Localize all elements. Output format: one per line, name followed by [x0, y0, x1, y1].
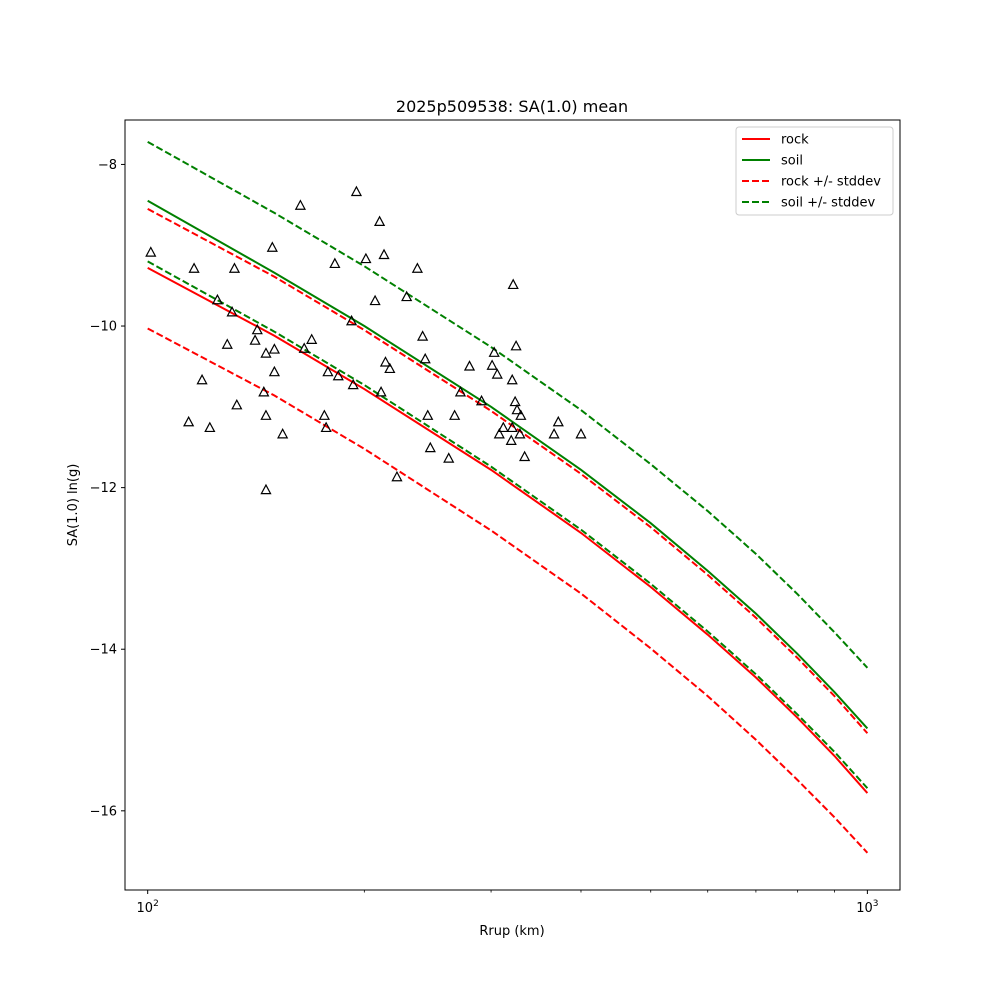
observation-point — [260, 347, 272, 358]
observation-point — [211, 293, 224, 305]
observation-point — [463, 360, 476, 371]
legend-label-soil-stddev: soil +/- stddev — [781, 196, 876, 211]
observation-point — [391, 470, 403, 482]
x-axis: 102 103 — [137, 890, 879, 916]
legend-box — [735, 126, 894, 216]
series-line-rock-stddev-2 — [147, 207, 869, 734]
observation-point — [251, 323, 263, 335]
observation-point — [260, 483, 272, 495]
observation-point — [369, 294, 381, 306]
observation-point — [277, 428, 289, 439]
series-line-soil-stddev-4 — [147, 140, 869, 669]
observation-point — [347, 378, 359, 390]
observation-point — [491, 368, 503, 379]
observation-point — [378, 248, 390, 260]
y-axis-label: SA(1.0) ln(g) — [66, 464, 81, 547]
legend-label-rock: rock — [781, 133, 809, 148]
series-line-rock-stddev-3 — [147, 327, 869, 854]
observation-point — [231, 398, 243, 410]
x-axis-label: Rrup (km) — [479, 924, 544, 939]
observation-point — [514, 428, 526, 439]
observation-layer — [145, 185, 587, 495]
observation-point — [493, 428, 505, 439]
y-tick-label: −10 — [90, 320, 117, 335]
observation-point — [511, 403, 523, 415]
series-line-soil-stddev-5 — [147, 260, 869, 789]
observation-point — [294, 199, 306, 210]
y-tick-label: −12 — [90, 481, 117, 496]
y-tick-label: −8 — [98, 158, 117, 173]
observation-point — [506, 421, 518, 433]
observation-point — [345, 314, 358, 326]
observation-point — [322, 365, 334, 377]
observation-point — [196, 373, 208, 385]
observation-point — [298, 342, 310, 353]
y-axis: −8 −10 −12 −14 −16 — [90, 158, 125, 819]
observation-point — [188, 262, 200, 273]
observation-point — [204, 421, 216, 433]
observation-point — [260, 409, 272, 420]
observation-point — [228, 262, 241, 273]
observation-point — [266, 241, 278, 252]
observation-point — [575, 428, 587, 439]
observation-point — [350, 185, 363, 197]
observation-point — [320, 421, 332, 433]
observation-point — [221, 338, 233, 349]
series-line-rock-0 — [147, 266, 869, 794]
observation-point — [268, 343, 281, 354]
legend-label-rock-stddev: rock +/- stddev — [781, 175, 881, 190]
x-tick-label: 102 — [137, 899, 159, 916]
observation-point — [268, 365, 281, 377]
y-tick-label: −16 — [90, 804, 117, 819]
observation-point — [507, 278, 519, 290]
observation-point — [488, 346, 500, 357]
observation-point — [419, 352, 431, 364]
observation-point — [258, 386, 270, 397]
observation-point — [375, 386, 387, 397]
observation-point — [145, 246, 157, 257]
observation-point — [249, 334, 261, 345]
series-layer — [147, 140, 869, 854]
observation-point — [519, 450, 531, 462]
observation-point — [183, 415, 195, 427]
observation-point — [360, 252, 372, 264]
observation-point — [505, 434, 517, 445]
observation-point — [506, 373, 518, 385]
observation-point — [422, 409, 434, 420]
plot-frame — [124, 119, 901, 891]
observation-point — [417, 330, 429, 341]
observation-point — [475, 394, 488, 406]
observation-point — [548, 428, 560, 439]
observation-point — [384, 362, 396, 374]
observation-point — [486, 359, 498, 370]
legend: rock soil rock +/- stddev soil +/- stddev — [735, 126, 894, 216]
observation-point — [379, 356, 392, 367]
y-tick-label: −14 — [90, 643, 117, 658]
plot-area — [124, 119, 901, 891]
chart-title: 2025p509538: SA(1.0) mean — [396, 97, 628, 116]
observation-point — [509, 395, 521, 407]
observation-point — [329, 257, 341, 269]
observation-point — [497, 421, 509, 433]
observation-point — [411, 262, 423, 273]
observation-point — [515, 409, 527, 420]
observation-point — [226, 306, 238, 317]
legend-label-soil: soil — [781, 154, 803, 169]
observation-point — [510, 339, 522, 351]
observation-point — [424, 441, 436, 453]
observation-point — [454, 386, 467, 397]
x-tick-label: 103 — [856, 899, 878, 916]
observation-point — [401, 290, 413, 302]
observation-point — [552, 415, 564, 427]
observation-point — [449, 409, 461, 420]
series-line-soil-1 — [147, 199, 869, 730]
observation-point — [332, 369, 344, 381]
observation-point — [373, 215, 386, 227]
observation-point — [443, 452, 455, 463]
observation-point — [318, 409, 330, 420]
observation-point — [306, 333, 318, 344]
